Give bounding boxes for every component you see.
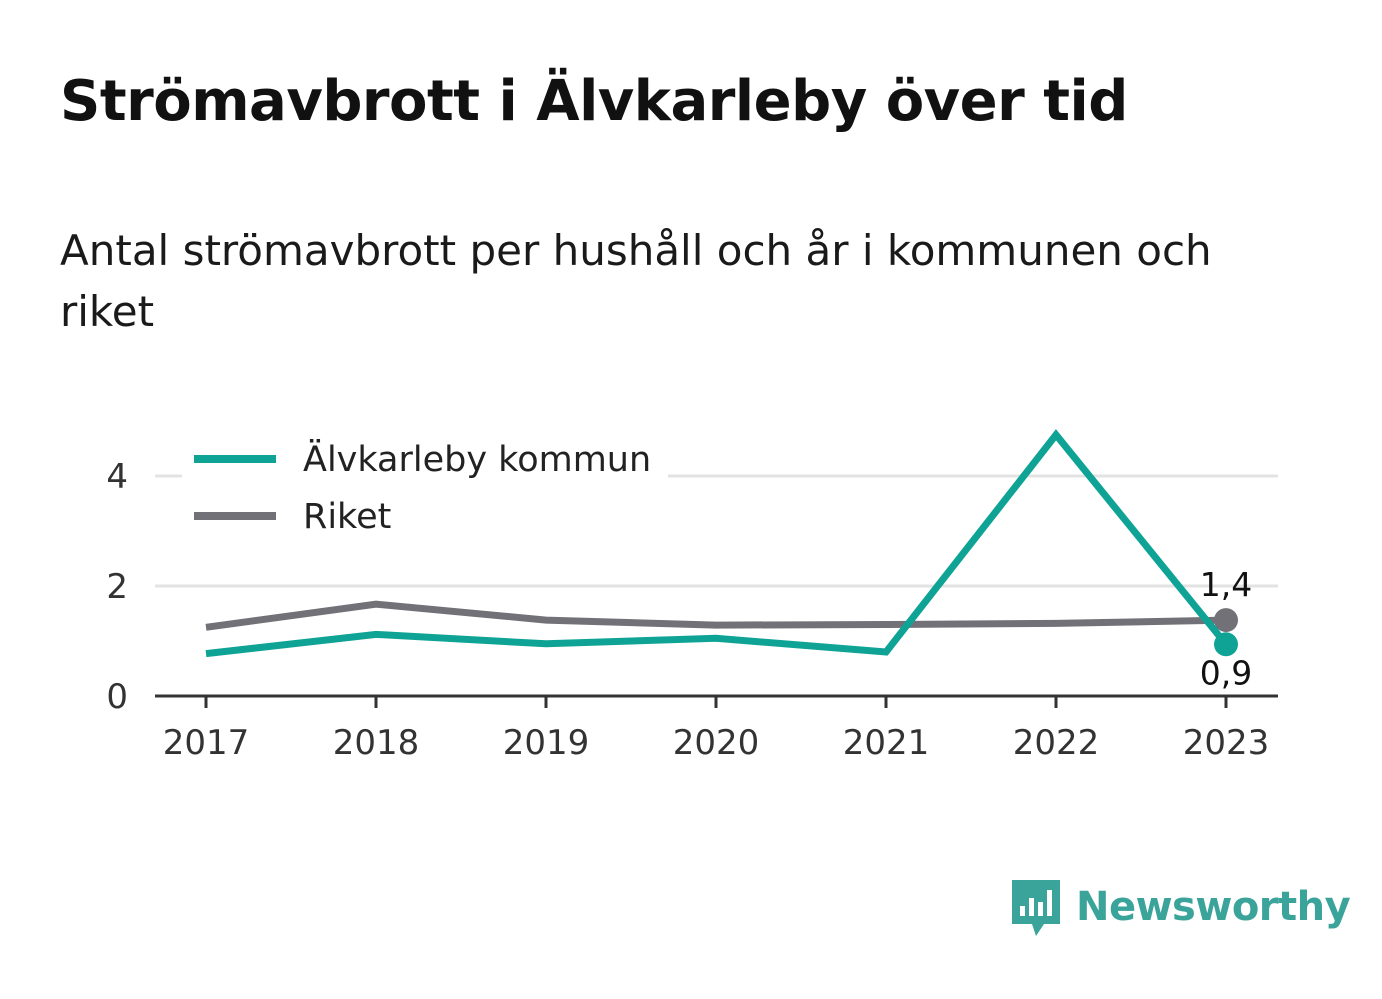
x-tick-label-2023: 2023: [1183, 723, 1270, 763]
series-line-1: [205, 429, 1229, 658]
chart-subtitle: Antal strömavbrott per hushåll och år i …: [60, 226, 1212, 336]
end-label-2: 1,4: [1200, 565, 1252, 604]
y-axis-tick-labels: 0 2 4: [106, 457, 128, 717]
brand-logo: Newsworthy: [1010, 876, 1351, 938]
series-lines: [205, 429, 1238, 658]
brand-name: Newsworthy: [1076, 884, 1351, 930]
x-tick-label-2020: 2020: [673, 723, 760, 763]
series-1-end-point: [1214, 632, 1238, 657]
x-tick-label-2018: 2018: [333, 723, 420, 763]
newsworthy-logo-icon: [1012, 880, 1060, 936]
x-tick-label-2021: 2021: [843, 723, 930, 763]
x-tick-label-2022: 2022: [1013, 723, 1100, 763]
chart-title: Strömavbrott i Älvkarleby över tid: [60, 69, 1128, 134]
y-tick-label-0: 0: [106, 677, 128, 717]
legend: Älvkarleby kommun Riket: [182, 430, 668, 542]
x-tick-label-2019: 2019: [503, 723, 590, 763]
line-chart: 0 2 4 2017 2018 2019 2020 2021 2022 2023 Älvkarl…: [106, 429, 1278, 763]
legend-label-1: Älvkarleby kommun: [303, 438, 651, 480]
legend-label-2: Riket: [303, 497, 391, 537]
y-tick-label-2: 2: [106, 567, 128, 607]
end-value-labels: 0,9 1,4: [1200, 565, 1252, 692]
legend-background: [182, 430, 668, 542]
end-label-1: 0,9: [1200, 653, 1252, 692]
x-tick-label-2017: 2017: [163, 723, 250, 763]
series-2-end-point: [1214, 608, 1238, 633]
x-axis-tick-labels: 2017 2018 2019 2020 2021 2022 2023: [163, 723, 1270, 763]
series-line-2: [205, 600, 1227, 631]
x-axis: [155, 694, 1278, 708]
y-tick-label-4: 4: [106, 457, 128, 497]
